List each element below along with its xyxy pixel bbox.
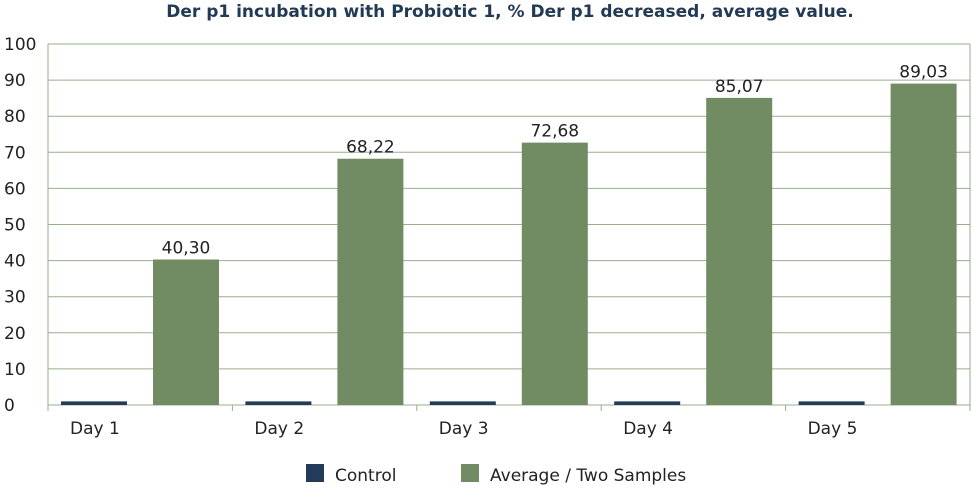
legend-swatch-control	[306, 464, 324, 482]
x-tick-label: Day 3	[439, 419, 489, 439]
y-tick-label: 10	[4, 360, 26, 380]
y-tick-label: 40	[4, 252, 26, 272]
bar-average	[706, 97, 773, 405]
bar-average	[521, 142, 588, 406]
x-tick-label: Day 1	[70, 419, 120, 439]
x-tick-label: Day 5	[808, 419, 858, 439]
y-tick-label: 100	[4, 35, 36, 55]
bar-control	[61, 401, 127, 405]
bar-average	[337, 158, 404, 405]
y-tick-label: 30	[4, 288, 26, 308]
bar-average	[890, 83, 957, 406]
bar-control	[429, 401, 496, 405]
data-label: 85,07	[715, 77, 764, 97]
y-tick-label: 20	[4, 324, 26, 344]
legend-label-control: Control	[335, 466, 396, 486]
bar-average	[153, 259, 219, 405]
bar-control	[245, 401, 312, 405]
y-tick-label: 70	[4, 143, 26, 163]
legend-label-average: Average / Two Samples	[490, 466, 686, 486]
y-tick-label: 50	[4, 216, 26, 236]
y-tick-label: 80	[4, 107, 26, 127]
bar-control	[798, 401, 865, 405]
data-label: 68,22	[346, 138, 395, 158]
bar-control	[614, 401, 681, 405]
data-label: 40,30	[162, 239, 211, 259]
data-label: 89,03	[899, 63, 948, 83]
y-tick-label: 90	[4, 71, 26, 91]
x-tick-label: Day 4	[623, 419, 673, 439]
legend-swatch-average	[461, 464, 479, 482]
y-tick-label: 60	[4, 179, 26, 199]
data-label: 72,68	[530, 122, 579, 142]
y-tick-label: 0	[4, 396, 15, 416]
chart-title: Der p1 incubation with Probiotic 1, % De…	[166, 2, 854, 22]
x-tick-label: Day 2	[254, 419, 304, 439]
